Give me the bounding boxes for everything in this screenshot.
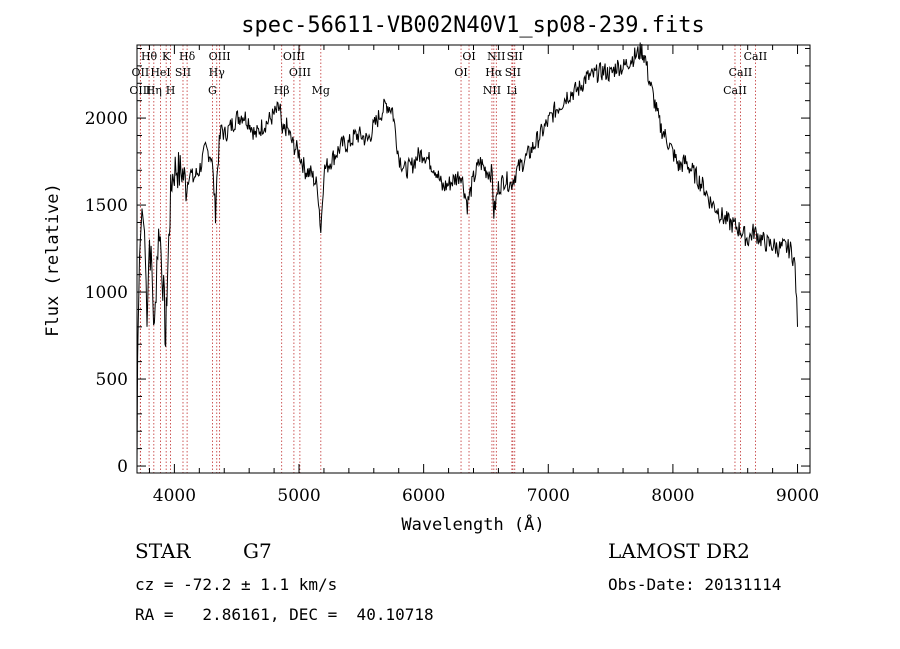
x-tick-label: 4000 bbox=[153, 486, 196, 506]
x-tick-label: 8000 bbox=[651, 486, 694, 506]
x-tick-label: 6000 bbox=[402, 486, 445, 506]
spectral-line-label: OIII bbox=[289, 66, 311, 79]
x-tick-label: 9000 bbox=[776, 486, 819, 506]
y-tick-label: 0 bbox=[117, 457, 128, 477]
spectral-line-label: OI bbox=[454, 66, 467, 79]
x-tick-label: 5000 bbox=[277, 486, 320, 506]
y-axis-ticks: 0 500 1000 1500 2000 bbox=[85, 47, 810, 477]
spectral-line-label: Mg bbox=[312, 84, 330, 97]
spectrum-series bbox=[136, 42, 798, 467]
spectral-line-label: OIII bbox=[129, 84, 151, 97]
x-axis-ticks: 4000 5000 6000 7000 8000 9000 bbox=[148, 45, 819, 506]
spectral-line-label: Hδ bbox=[179, 50, 196, 63]
spectral-line-label: OII bbox=[132, 66, 150, 79]
spectral-line-label: OI bbox=[462, 50, 475, 63]
observation-date: Obs-Date: 20131114 bbox=[608, 575, 781, 594]
spectral-line-label: OIII bbox=[209, 50, 231, 63]
spectral-line-label: CaII bbox=[723, 84, 747, 97]
y-tick-label: 1500 bbox=[85, 196, 128, 216]
spectral-line-label: Li bbox=[506, 84, 517, 97]
object-class: STAR bbox=[135, 539, 191, 563]
y-tick-label: 2000 bbox=[85, 109, 128, 129]
flux-series-line bbox=[136, 42, 798, 467]
spectral-line-label: CaII bbox=[744, 50, 768, 63]
spectral-line-label: CaII bbox=[729, 66, 753, 79]
spectral-line-label: Hα bbox=[485, 66, 503, 79]
y-tick-label: 500 bbox=[96, 370, 128, 390]
coordinates: RA = 2.86161, DEC = 40.10718 bbox=[135, 605, 434, 624]
spectral-line-label: Hγ bbox=[209, 66, 226, 79]
spectral-line-label: Hβ bbox=[274, 84, 290, 97]
spectral-line-label: HeI bbox=[150, 66, 170, 79]
spectral-line-label: SII bbox=[507, 50, 523, 63]
spectral-line-label: G bbox=[208, 84, 217, 97]
y-axis-title: Flux (relative) bbox=[43, 183, 63, 337]
x-tick-label: 7000 bbox=[527, 486, 570, 506]
spectral-line-label: H bbox=[166, 84, 176, 97]
spectral-line-label: SII bbox=[175, 66, 191, 79]
plot-frame bbox=[136, 44, 811, 474]
survey-name: LAMOST DR2 bbox=[608, 539, 750, 563]
spectral-line-markers bbox=[139, 45, 756, 473]
spectral-line-label: NII bbox=[487, 50, 505, 63]
spectral-line-label: NII bbox=[483, 84, 501, 97]
redshift-cz: cz = -72.2 ± 1.1 km/s bbox=[135, 575, 337, 594]
x-axis-title: Wavelength (Å) bbox=[401, 513, 544, 535]
spectral-line-label: OIII bbox=[283, 50, 305, 63]
spectral-line-label: Hθ bbox=[141, 50, 158, 63]
y-tick-label: 1000 bbox=[85, 283, 128, 303]
spectral-line-label: K bbox=[162, 50, 171, 63]
spectral-line-label: Hη bbox=[146, 84, 162, 97]
chart-title: spec-56611-VB002N40V1_sp08-239.fits bbox=[241, 13, 705, 38]
subclass: G7 bbox=[243, 539, 272, 563]
spectral-line-label: SII bbox=[505, 66, 521, 79]
